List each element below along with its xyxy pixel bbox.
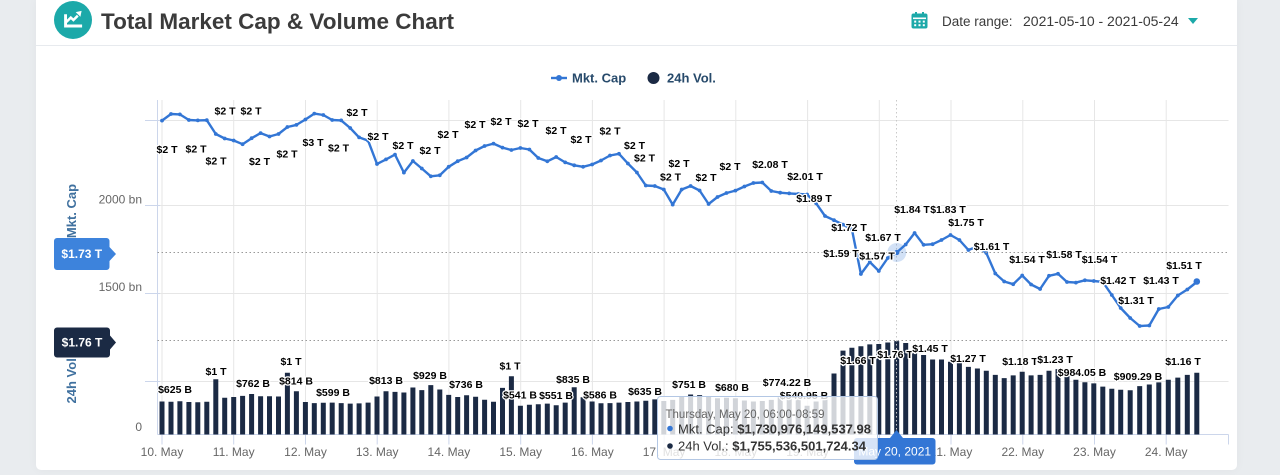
svg-text:$2 T: $2 T bbox=[517, 118, 539, 130]
svg-text:$2 T: $2 T bbox=[660, 171, 682, 183]
svg-text:$1.66 T: $1.66 T bbox=[840, 355, 876, 367]
svg-text:$774.22 B: $774.22 B bbox=[763, 377, 812, 389]
svg-text:1500 bn: 1500 bn bbox=[99, 280, 142, 294]
svg-text:$2 T: $2 T bbox=[719, 161, 741, 173]
svg-text:$1 T: $1 T bbox=[499, 360, 521, 372]
svg-text:24. May: 24. May bbox=[1145, 445, 1188, 459]
svg-text:$1.23 T: $1.23 T bbox=[1037, 354, 1073, 366]
svg-text:$929 B: $929 B bbox=[413, 370, 447, 382]
svg-text:$1.54 T: $1.54 T bbox=[1009, 254, 1045, 266]
svg-text:23. May: 23. May bbox=[1073, 445, 1116, 459]
svg-text:$2 T: $2 T bbox=[392, 140, 414, 152]
svg-text:$1.18 T: $1.18 T bbox=[1002, 356, 1038, 368]
svg-text:$2 T: $2 T bbox=[570, 134, 592, 146]
svg-text:$736 B: $736 B bbox=[449, 379, 483, 391]
svg-text:Thursday, May 20, 06:00-08:59: Thursday, May 20, 06:00-08:59 bbox=[666, 409, 825, 421]
svg-text:$1.45 T: $1.45 T bbox=[912, 343, 948, 355]
svg-text:$813 B: $813 B bbox=[369, 375, 403, 387]
svg-text:$2 T: $2 T bbox=[545, 125, 567, 137]
svg-text:$2.01 T: $2.01 T bbox=[787, 171, 823, 183]
svg-text:24h Vol.: 24h Vol. bbox=[667, 71, 716, 86]
svg-text:$1.57 T: $1.57 T bbox=[859, 250, 895, 262]
svg-text:$2 T: $2 T bbox=[437, 129, 459, 141]
svg-text:$2 T: $2 T bbox=[328, 142, 350, 154]
svg-text:$1.72 T: $1.72 T bbox=[831, 222, 867, 234]
svg-text:$1.75 T: $1.75 T bbox=[948, 217, 984, 229]
svg-text:$2 T: $2 T bbox=[367, 131, 389, 143]
svg-text:2000 bn: 2000 bn bbox=[99, 193, 142, 207]
svg-text:$1.16 T: $1.16 T bbox=[1165, 356, 1201, 368]
svg-text:$1.54 T: $1.54 T bbox=[1082, 254, 1118, 266]
svg-text:$2 T: $2 T bbox=[464, 119, 486, 131]
svg-text:$599 B: $599 B bbox=[316, 387, 350, 399]
svg-text:$2 T: $2 T bbox=[185, 143, 207, 155]
svg-text:$2 T: $2 T bbox=[249, 156, 271, 168]
svg-text:$2.08 T: $2.08 T bbox=[752, 159, 788, 171]
svg-text:$2 T: $2 T bbox=[156, 144, 178, 156]
svg-text:$835 B: $835 B bbox=[556, 374, 590, 386]
svg-text:$1.27 T: $1.27 T bbox=[950, 353, 986, 365]
svg-text:$2 T: $2 T bbox=[624, 140, 646, 152]
svg-text:$1 T: $1 T bbox=[280, 356, 302, 368]
svg-text:Mkt. Cap: Mkt. Cap bbox=[572, 71, 626, 86]
svg-text:$1.76 T: $1.76 T bbox=[62, 336, 103, 350]
svg-text:$680 B: $680 B bbox=[715, 382, 749, 394]
svg-text:$1 T: $1 T bbox=[205, 366, 227, 378]
svg-text:$635 B: $635 B bbox=[628, 386, 662, 398]
svg-text:$1.43 T: $1.43 T bbox=[1143, 275, 1179, 287]
svg-text:$2 T: $2 T bbox=[240, 105, 262, 117]
svg-text:$1.31 T: $1.31 T bbox=[1118, 295, 1154, 307]
svg-text:$909.29 B: $909.29 B bbox=[1114, 371, 1163, 383]
svg-text:$751 B: $751 B bbox=[672, 379, 706, 391]
svg-text:$2 T: $2 T bbox=[695, 172, 717, 184]
svg-text:$1.42 T: $1.42 T bbox=[1100, 275, 1136, 287]
svg-text:11. May: 11. May bbox=[213, 445, 255, 459]
svg-text:10. May: 10. May bbox=[141, 445, 184, 459]
svg-text:$1.89 T: $1.89 T bbox=[796, 193, 832, 205]
svg-text:$2 T: $2 T bbox=[634, 152, 656, 164]
svg-text:$1.67 T: $1.67 T bbox=[865, 232, 901, 244]
svg-text:$814 B: $814 B bbox=[279, 375, 313, 387]
svg-text:$625 B: $625 B bbox=[158, 384, 192, 396]
svg-text:$586 B: $586 B bbox=[583, 389, 617, 401]
svg-text:$2 T: $2 T bbox=[205, 155, 227, 167]
svg-text:$1.61 T: $1.61 T bbox=[974, 241, 1010, 253]
svg-text:$1.84 T: $1.84 T bbox=[894, 204, 930, 216]
svg-text:$2 T: $2 T bbox=[346, 107, 368, 119]
svg-text:$2 T: $2 T bbox=[276, 148, 298, 160]
svg-text:14. May: 14. May bbox=[428, 445, 471, 459]
svg-text:$1.51 T: $1.51 T bbox=[1166, 260, 1202, 272]
svg-text:$1.59 T: $1.59 T bbox=[823, 248, 859, 260]
svg-text:22. May: 22. May bbox=[1001, 445, 1044, 459]
svg-text:$2 T: $2 T bbox=[214, 105, 236, 117]
svg-text:$1.73 T: $1.73 T bbox=[61, 247, 102, 261]
svg-text:$2 T: $2 T bbox=[419, 145, 441, 157]
svg-text:0: 0 bbox=[135, 420, 142, 434]
svg-text:$1.76 T: $1.76 T bbox=[877, 349, 913, 361]
svg-text:$984.05 B: $984.05 B bbox=[1058, 367, 1107, 379]
svg-text:24h Vol.: 24h Vol. bbox=[64, 355, 79, 404]
svg-text:13. May: 13. May bbox=[356, 445, 399, 459]
svg-text:16. May: 16. May bbox=[571, 445, 614, 459]
svg-text:$1.83 T: $1.83 T bbox=[930, 204, 966, 216]
svg-text:24h Vol.: $1,755,536,501,724.3: 24h Vol.: $1,755,536,501,724.34 bbox=[678, 439, 867, 454]
svg-text:Mkt. Cap: Mkt. Cap bbox=[64, 184, 79, 238]
svg-text:Mkt. Cap: $1,730,976,149,537.9: Mkt. Cap: $1,730,976,149,537.98 bbox=[678, 422, 871, 437]
svg-text:$2 T: $2 T bbox=[668, 158, 690, 170]
svg-text:$551 B: $551 B bbox=[539, 390, 573, 402]
svg-text:$1.58 T: $1.58 T bbox=[1046, 249, 1082, 261]
svg-text:$3 T: $3 T bbox=[302, 137, 324, 149]
svg-text:$762 B: $762 B bbox=[236, 378, 270, 390]
svg-text:12. May: 12. May bbox=[284, 445, 327, 459]
svg-text:$541 B: $541 B bbox=[503, 390, 537, 402]
svg-text:$2 T: $2 T bbox=[490, 116, 512, 128]
svg-text:21. May: 21. May bbox=[930, 445, 973, 459]
svg-text:15. May: 15. May bbox=[499, 445, 542, 459]
svg-text:$2 T: $2 T bbox=[599, 125, 621, 137]
